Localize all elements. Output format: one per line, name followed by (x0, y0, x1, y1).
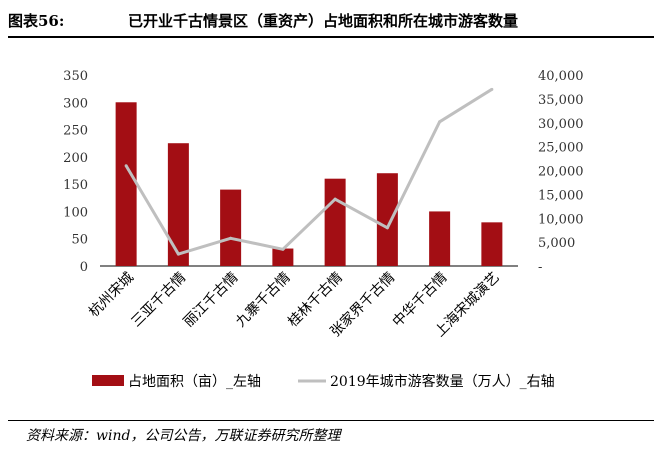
chart: 0 50 100 150 200 250 300 350 - 5,000 10,000 15,000… (63, 69, 584, 390)
bar (220, 189, 242, 266)
left-tick-label: 50 (71, 233, 88, 248)
bar (324, 178, 346, 266)
category-label: 三亚千古情 (128, 270, 189, 331)
category-labels: 杭州宋城三亚千古情丽江千古情九寨千古情桂林千古情张家界千古情中华千古情上海宋城演… (86, 269, 503, 340)
line-point (385, 226, 389, 230)
left-tick-label: 0 (80, 260, 88, 275)
figure-header: 图表56: 已开业千古情景区（重资产）占地面积和所在城市游客数量 (8, 6, 654, 38)
right-tick-label: 40,000 (538, 69, 584, 84)
chart-title: 已开业千古情景区（重资产）占地面积和所在城市游客数量 (128, 12, 519, 30)
right-tick-label: 20,000 (538, 165, 584, 180)
series-line (124, 88, 493, 256)
bottom-rule (8, 420, 654, 421)
figure-label: 图表56: (8, 12, 65, 30)
left-tick-label: 250 (63, 124, 88, 139)
category-label: 九寨千古情 (232, 269, 294, 331)
line-point (333, 197, 337, 201)
bar (167, 143, 189, 266)
source-note: 资料来源：wind，公司公告，万联证券研究所整理 (26, 428, 341, 444)
right-axis: - 5,000 10,000 15,000 20,000 25,000 30,000 35,0… (538, 69, 584, 275)
legend: 占地面积（亩）_左轴 2019年城市游客数量（万人）_右轴 (92, 373, 555, 390)
left-tick-label: 350 (63, 69, 88, 84)
line-point (176, 252, 180, 256)
left-tick-label: 150 (63, 178, 88, 193)
line-point (124, 164, 128, 168)
legend-bar-swatch (92, 375, 124, 386)
category-label: 丽江千古情 (181, 270, 242, 331)
right-tick-label: - (538, 260, 542, 275)
left-tick-label: 200 (63, 151, 88, 166)
right-tick-label: 25,000 (538, 141, 584, 156)
left-tick-label: 100 (63, 205, 88, 220)
category-label: 杭州宋城 (86, 270, 137, 321)
legend-line-label: 2019年城市游客数量（万人）_右轴 (330, 373, 555, 390)
bar (481, 222, 503, 266)
right-tick-label: 30,000 (538, 117, 584, 132)
line-point (490, 87, 494, 91)
right-tick-label: 5,000 (538, 236, 575, 251)
right-tick-label: 15,000 (538, 188, 584, 203)
line-point (229, 236, 233, 240)
left-axis: 0 50 100 150 200 250 300 350 (63, 69, 88, 275)
line-point (281, 247, 285, 251)
bar-series (115, 102, 503, 267)
top-rule (8, 36, 654, 38)
bar (115, 102, 137, 267)
line-point (438, 120, 442, 124)
bar (429, 211, 451, 266)
bar (272, 248, 294, 266)
line-series (124, 87, 494, 256)
legend-bar-label: 占地面积（亩）_左轴 (128, 373, 261, 390)
right-tick-label: 10,000 (538, 212, 584, 227)
bar (376, 173, 398, 266)
left-tick-label: 300 (63, 96, 88, 111)
right-tick-label: 35,000 (538, 93, 584, 108)
